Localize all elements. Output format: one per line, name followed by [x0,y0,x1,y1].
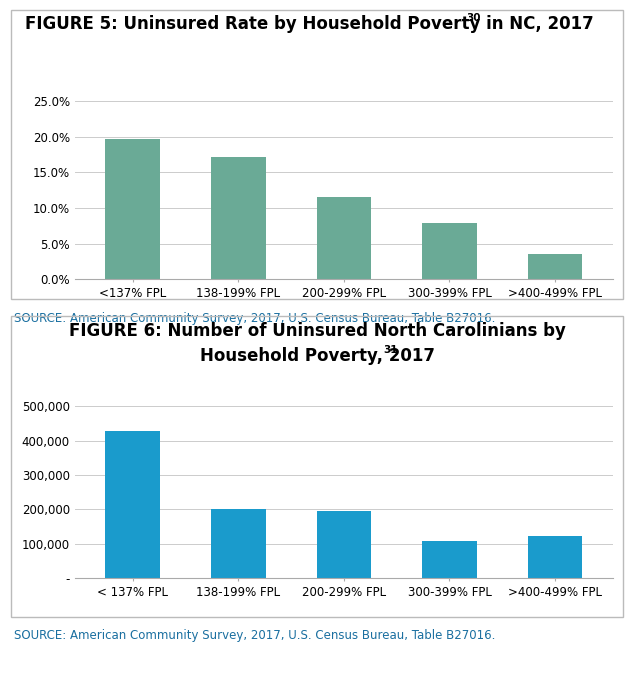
Bar [105,139,160,279]
Text: SOURCE: American Community Survey, 2017, U.S. Census Bureau, Table B27016.: SOURCE: American Community Survey, 2017,… [14,312,495,324]
Bar [211,157,266,279]
Bar [527,254,583,279]
Text: Household Poverty, 2017: Household Poverty, 2017 [200,347,434,365]
Text: SOURCE: American Community Survey, 2017, U.S. Census Bureau, Table B27016.: SOURCE: American Community Survey, 2017,… [14,629,495,642]
Text: 30: 30 [466,13,481,24]
Bar [527,536,583,578]
Bar [422,223,477,279]
Bar [316,511,372,578]
Bar [105,431,160,578]
Text: FIGURE 6: Number of Uninsured North Carolinians by: FIGURE 6: Number of Uninsured North Caro… [68,322,566,340]
Text: 31: 31 [383,345,398,355]
Bar [211,509,266,578]
Bar [316,197,372,279]
Bar [422,541,477,578]
Text: FIGURE 5: Uninsured Rate by Household Poverty in NC, 2017: FIGURE 5: Uninsured Rate by Household Po… [25,15,594,34]
